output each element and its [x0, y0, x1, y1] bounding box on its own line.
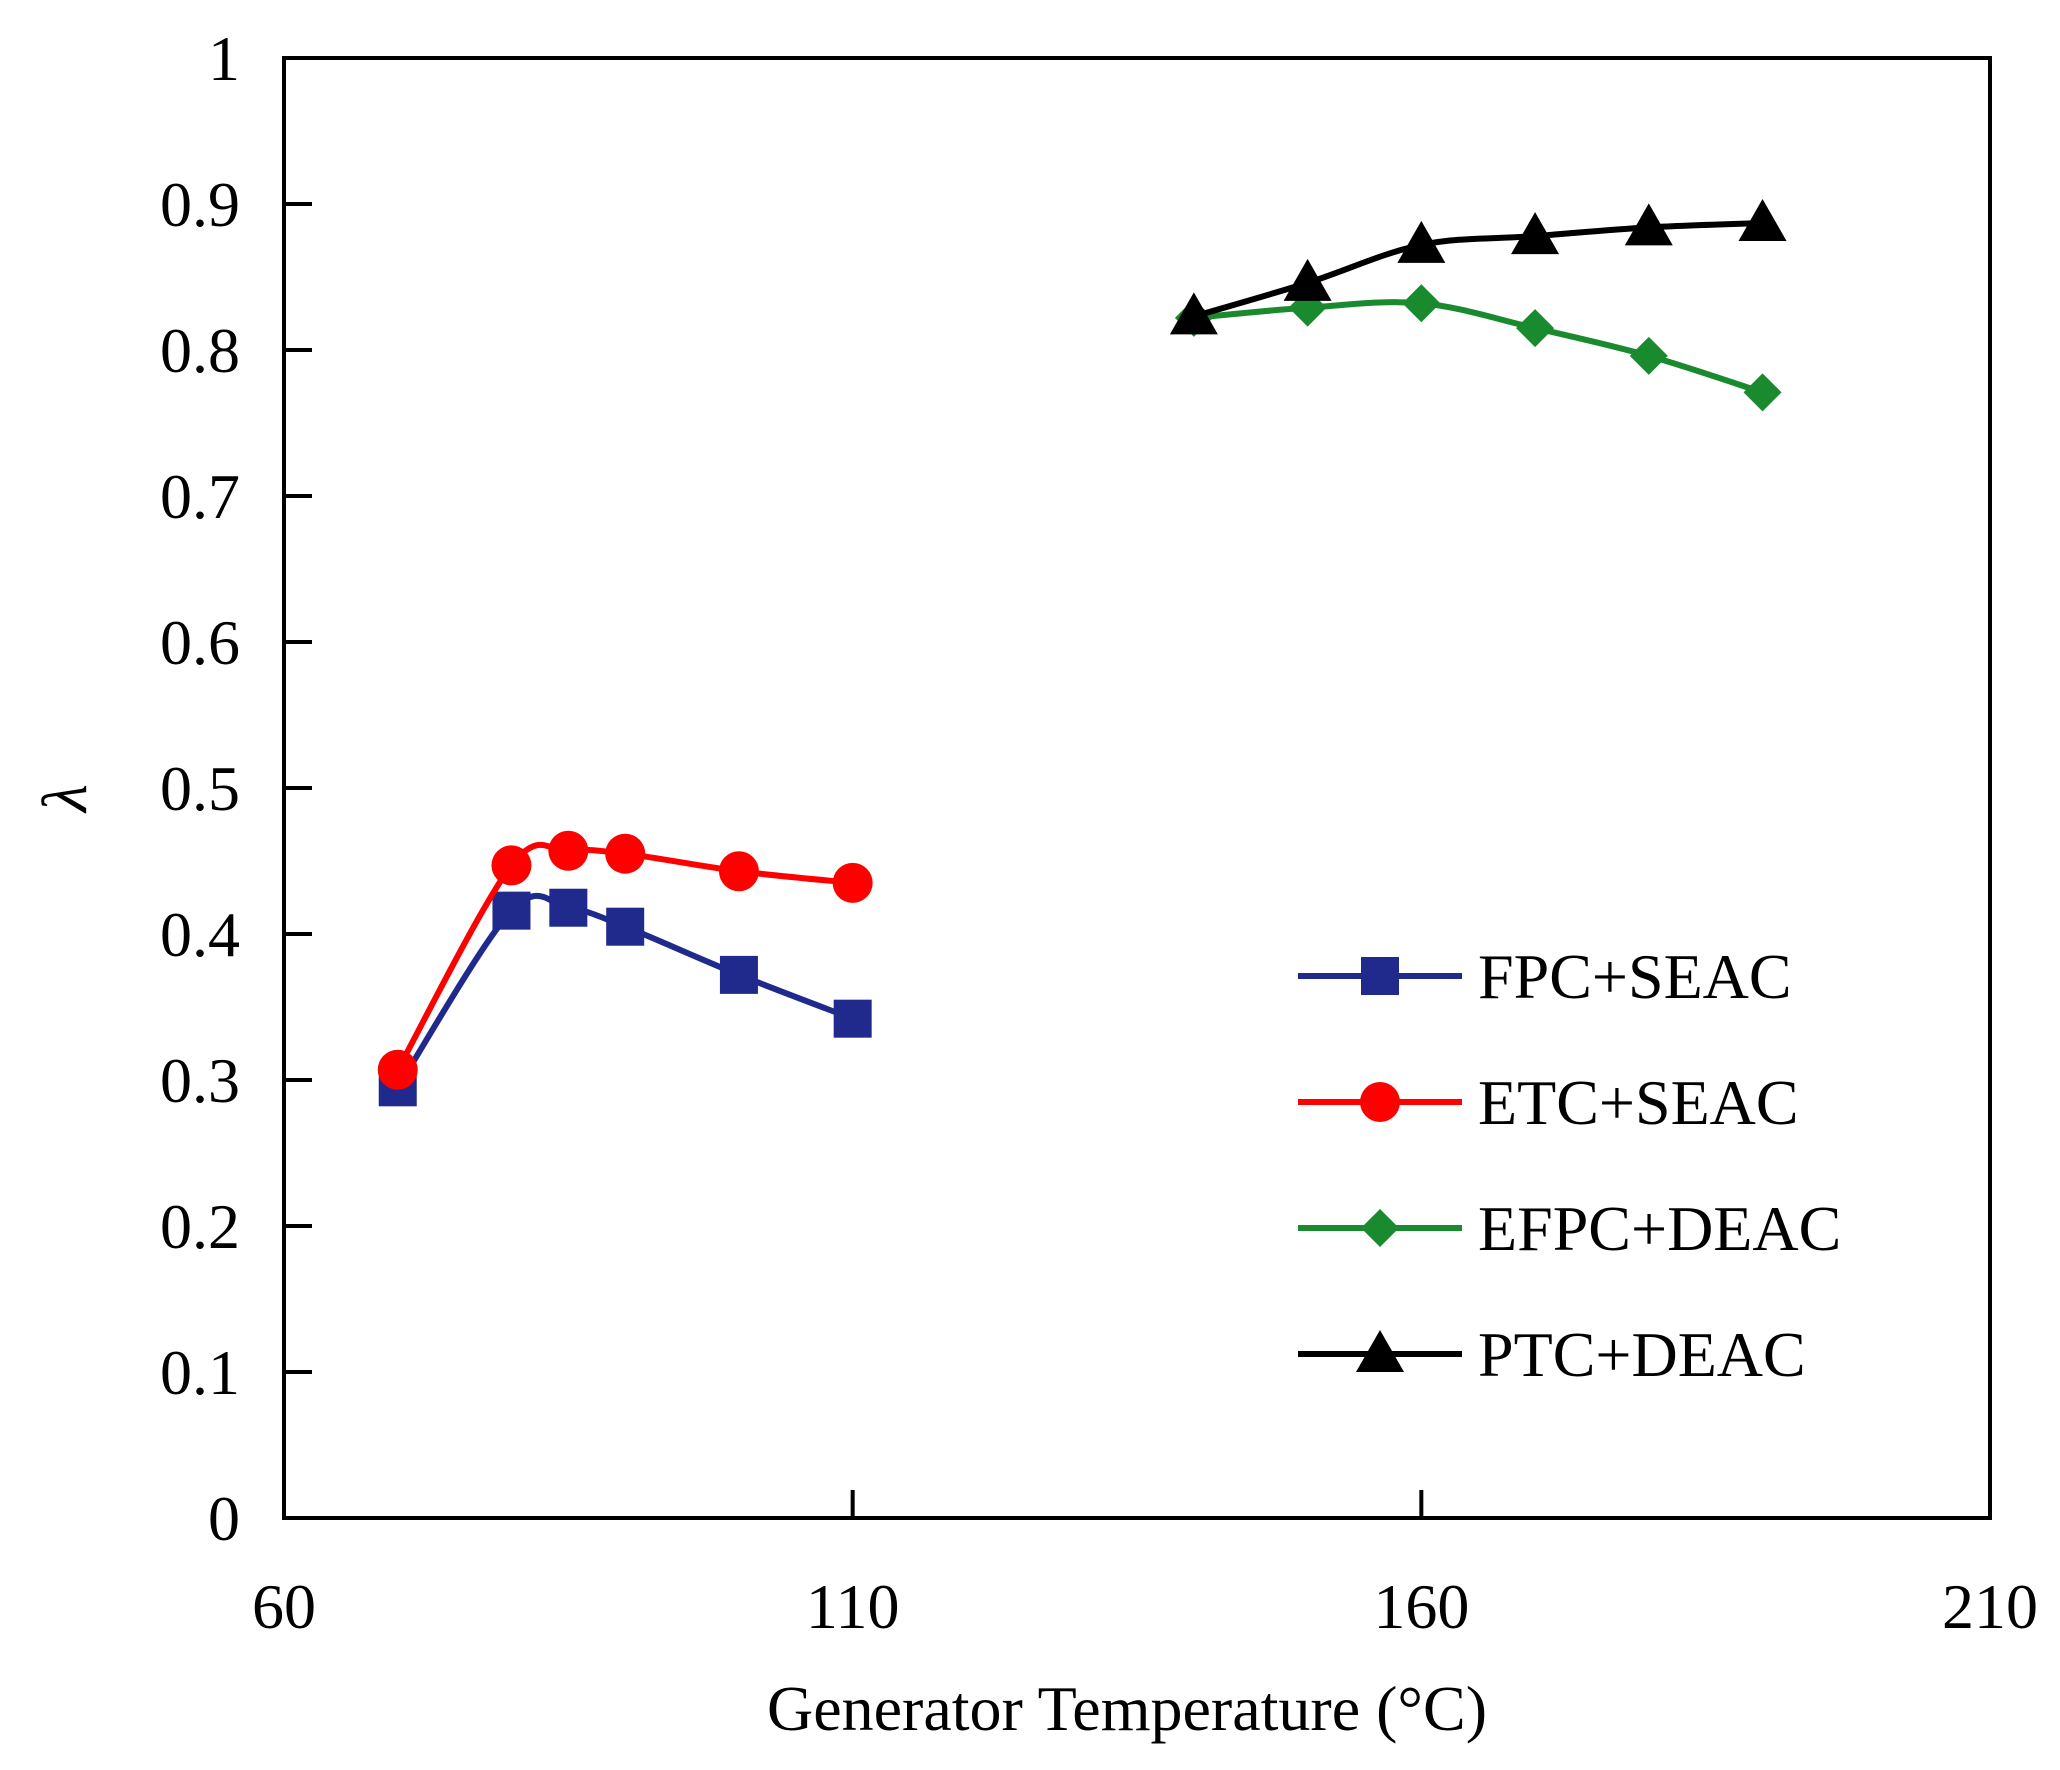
y-axis-title: λ [29, 784, 100, 814]
y-tick-label: 1 [208, 23, 240, 94]
legend-label: PTC+DEAC [1478, 1319, 1806, 1390]
x-tick-label: 110 [806, 1571, 900, 1642]
data-point-ptc-deac [1283, 258, 1332, 301]
series-layer [377, 198, 1787, 1107]
x-tick-label: 210 [1942, 1571, 2038, 1642]
legend-item-etc-seac: ETC+SEAC [1298, 1067, 1799, 1138]
legend-marker [1356, 1330, 1404, 1372]
y-tick-label: 0.6 [160, 607, 240, 678]
data-point-efpc-deac [1743, 373, 1782, 412]
data-point-fpc-seac [606, 907, 645, 946]
legend-item-efpc-deac: EFPC+DEAC [1298, 1193, 1841, 1264]
data-point-efpc-deac [1402, 284, 1441, 323]
y-tick-label: 0.9 [160, 169, 240, 240]
x-tick-label: 160 [1373, 1571, 1469, 1642]
data-point-etc-seac [491, 845, 532, 886]
legend: FPC+SEAC ETC+SEAC EFPC+DEAC PTC+DEAC [1298, 941, 1841, 1390]
series-etc-seac [377, 830, 873, 1090]
data-point-efpc-deac [1516, 309, 1555, 348]
data-point-ptc-deac [1511, 212, 1560, 255]
data-point-ptc-deac [1738, 198, 1787, 241]
x-axis-title: Generator Temperature (°C) [767, 1673, 1487, 1744]
series-ptc-deac [1169, 198, 1787, 335]
x-tick-label: 60 [252, 1571, 316, 1642]
legend-label: FPC+SEAC [1478, 941, 1792, 1012]
data-point-etc-seac [605, 833, 646, 874]
legend-marker [1361, 1209, 1399, 1247]
y-tick-label: 0.4 [160, 899, 240, 970]
y-tick-label: 0.8 [160, 315, 240, 386]
y-tick-label: 0 [208, 1483, 240, 1554]
y-tick-label: 0.5 [160, 753, 240, 824]
data-point-etc-seac [377, 1049, 418, 1090]
data-point-fpc-seac [549, 888, 588, 927]
y-tick-label: 0.1 [160, 1337, 240, 1408]
plot-area-frame [282, 56, 1992, 1520]
series-line-etc-seac [394, 842, 856, 1073]
data-point-etc-seac [832, 862, 873, 903]
legend-item-fpc-seac: FPC+SEAC [1298, 941, 1792, 1012]
data-point-fpc-seac [833, 999, 872, 1038]
series-line-efpc-deac [1190, 299, 1766, 396]
legend-item-ptc-deac: PTC+DEAC [1298, 1319, 1806, 1390]
legend-label: ETC+SEAC [1478, 1067, 1799, 1138]
legend-marker [1361, 957, 1399, 995]
x-axis-ticks: 60 110 160 210 [252, 1490, 2038, 1642]
data-point-efpc-deac [1629, 336, 1668, 375]
y-tick-label: 0.7 [160, 461, 240, 532]
data-point-etc-seac [718, 851, 759, 892]
legend-marker [1360, 1082, 1400, 1122]
data-point-fpc-seac [492, 891, 531, 930]
data-point-ptc-deac [1397, 220, 1446, 263]
data-point-etc-seac [548, 830, 589, 871]
y-tick-label: 0.2 [160, 1191, 240, 1262]
data-point-fpc-seac [719, 955, 758, 994]
series-efpc-deac [1174, 284, 1782, 412]
data-point-ptc-deac [1169, 292, 1218, 335]
data-point-ptc-deac [1624, 203, 1673, 246]
y-axis-ticks: 0 0.1 0.2 0.3 0.4 0.5 0.6 0.7 0.8 0.9 1 [160, 23, 312, 1554]
series-line-ptc-deac [1190, 219, 1766, 320]
legend-label: EFPC+DEAC [1478, 1193, 1841, 1264]
y-tick-label: 0.3 [160, 1045, 240, 1116]
series-fpc-seac [378, 888, 872, 1107]
